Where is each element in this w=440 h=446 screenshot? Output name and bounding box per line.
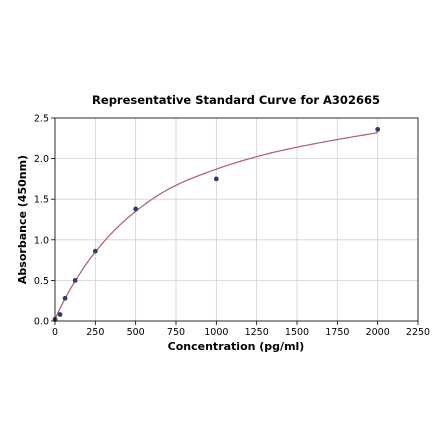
- data-point: [375, 126, 381, 132]
- x-tick-label: 0: [52, 327, 58, 338]
- data-point: [72, 278, 78, 283]
- x-axis-label: Concentration (pg/ml): [168, 340, 305, 353]
- x-tick-label: 1500: [285, 327, 309, 338]
- chart-title: Representative Standard Curve for A30266…: [92, 93, 380, 107]
- data-points: [52, 126, 381, 322]
- x-tick-label: 1000: [204, 327, 228, 338]
- y-axis-label: Absorbance (450nm): [16, 155, 29, 284]
- data-point: [92, 248, 98, 254]
- y-tick-label: 1.0: [34, 235, 49, 246]
- data-point: [133, 206, 139, 212]
- y-tick-label: 0.5: [34, 276, 49, 287]
- x-tick-label: 500: [127, 327, 145, 338]
- x-tick-label: 2000: [366, 327, 390, 338]
- x-tick-label: 1250: [245, 327, 269, 338]
- data-point: [57, 312, 63, 317]
- y-tick-label: 0.0: [34, 317, 49, 328]
- y-tick-label: 2.5: [34, 114, 49, 125]
- x-tick-label: 1750: [325, 327, 349, 338]
- plot-frame: [54, 117, 419, 322]
- x-tick-label: 250: [86, 327, 104, 338]
- y-tick-label: 1.5: [34, 195, 49, 206]
- data-point: [213, 176, 219, 182]
- data-point: [62, 295, 68, 301]
- grid-lines: [54, 117, 419, 322]
- y-tick-label: 2.0: [34, 154, 49, 165]
- y-axis-ticks: 0.0 0.5 1.0 1.5 2.0 2.5: [34, 114, 55, 328]
- x-axis-ticks: 0 250 500 750 1000 1250 1500 1750 2000 2250: [52, 321, 430, 338]
- x-tick-label: 750: [167, 327, 185, 338]
- x-tick-label: 2250: [406, 327, 430, 338]
